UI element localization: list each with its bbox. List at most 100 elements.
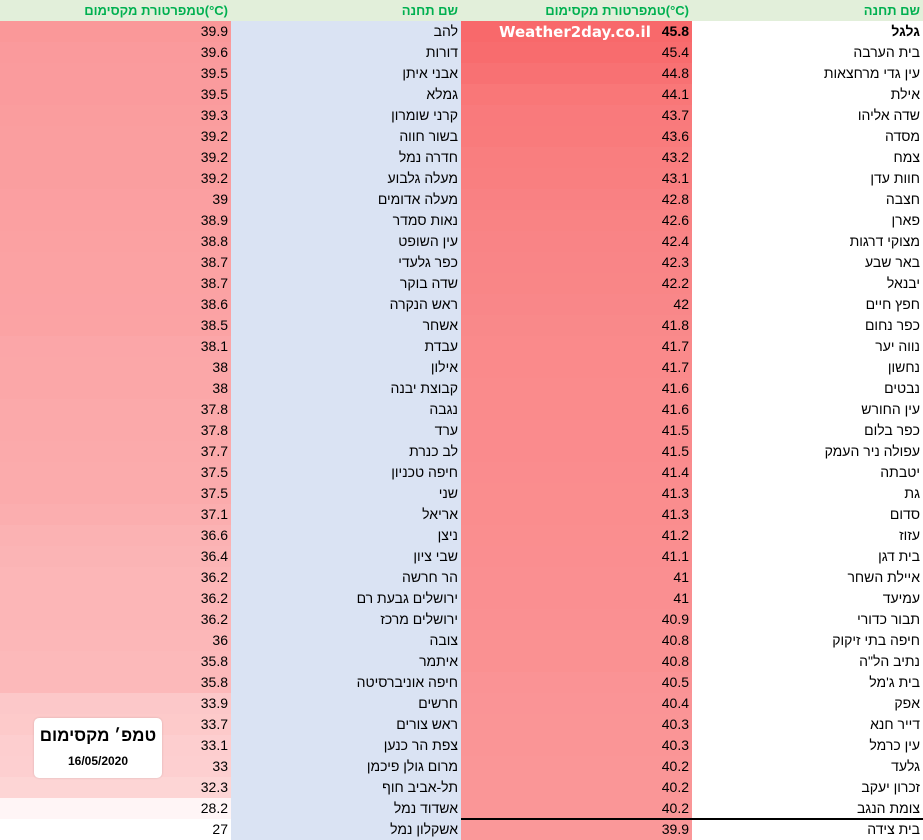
right-temp-cell[interactable]: 43.2	[461, 147, 692, 168]
left-temp-cell[interactable]: 36.2	[0, 567, 231, 588]
right-station-cell[interactable]: חצבה	[692, 189, 923, 210]
right-temp-cell[interactable]: 42.3	[461, 252, 692, 273]
right-temp-cell[interactable]: 41.7	[461, 336, 692, 357]
right-temp-cell[interactable]: 40.4	[461, 693, 692, 714]
left-temp-cell[interactable]: 37.1	[0, 504, 231, 525]
header-left-temp[interactable]: טמפרטורת מקסימום(°C)	[0, 0, 231, 21]
right-temp-cell[interactable]: 41	[461, 588, 692, 609]
left-temp-cell[interactable]: 28.2	[0, 798, 231, 819]
right-station-cell[interactable]: יבנאל	[692, 273, 923, 294]
left-temp-cell[interactable]: 36.2	[0, 588, 231, 609]
right-temp-cell[interactable]: 40.5	[461, 672, 692, 693]
left-temp-cell[interactable]: 39.6	[0, 42, 231, 63]
left-temp-cell[interactable]: 36	[0, 630, 231, 651]
left-station-cell[interactable]: מעלה גלבוע	[231, 168, 461, 189]
right-temp-cell[interactable]: 41.3	[461, 504, 692, 525]
right-temp-cell[interactable]: 44.1	[461, 84, 692, 105]
right-temp-cell[interactable]: 40.2	[461, 777, 692, 798]
right-temp-cell[interactable]: 42.2	[461, 273, 692, 294]
right-temp-cell[interactable]: 41.6	[461, 399, 692, 420]
header-right-station[interactable]: שם תחנה	[692, 0, 923, 21]
left-station-cell[interactable]: מעלה אדומים	[231, 189, 461, 210]
right-station-cell[interactable]: עין החורש	[692, 399, 923, 420]
right-temp-cell[interactable]: 40.2	[461, 756, 692, 777]
left-station-cell[interactable]: ערד	[231, 420, 461, 441]
left-temp-cell[interactable]: 38.9	[0, 210, 231, 231]
right-station-cell[interactable]: תבור כדורי	[692, 609, 923, 630]
left-station-cell[interactable]: חרשים	[231, 693, 461, 714]
right-temp-cell[interactable]: 41.2	[461, 525, 692, 546]
left-station-cell[interactable]: עבדת	[231, 336, 461, 357]
right-station-cell[interactable]: יטבתה	[692, 462, 923, 483]
right-station-cell[interactable]: דייר חנא	[692, 714, 923, 735]
right-temp-cell[interactable]: 40.8	[461, 630, 692, 651]
right-station-cell[interactable]: איילת השחר	[692, 567, 923, 588]
left-temp-cell[interactable]: 38.7	[0, 252, 231, 273]
right-station-cell[interactable]: זכרון יעקב	[692, 777, 923, 798]
left-station-cell[interactable]: בשור חווה	[231, 126, 461, 147]
left-temp-cell[interactable]: 38.1	[0, 336, 231, 357]
right-temp-cell[interactable]: 41.5	[461, 441, 692, 462]
right-station-cell[interactable]: נחשון	[692, 357, 923, 378]
left-station-cell[interactable]: אילון	[231, 357, 461, 378]
right-station-cell[interactable]: צומת הנגב	[692, 798, 923, 819]
right-station-cell[interactable]: נתיב הל"ה	[692, 651, 923, 672]
left-station-cell[interactable]: איתמר	[231, 651, 461, 672]
left-temp-cell[interactable]: 38.7	[0, 273, 231, 294]
left-station-cell[interactable]: ראש הנקרה	[231, 294, 461, 315]
right-station-cell[interactable]: אילת	[692, 84, 923, 105]
right-temp-cell[interactable]: 40.8	[461, 651, 692, 672]
right-temp-cell[interactable]: 41.5	[461, 420, 692, 441]
right-temp-cell[interactable]: 42	[461, 294, 692, 315]
left-temp-cell[interactable]: 39.2	[0, 126, 231, 147]
right-station-cell[interactable]: גת	[692, 483, 923, 504]
left-station-cell[interactable]: הר חרשה	[231, 567, 461, 588]
left-station-cell[interactable]: שדה בוקר	[231, 273, 461, 294]
left-temp-cell[interactable]: 32.3	[0, 777, 231, 798]
right-station-cell[interactable]: עין כרמל	[692, 735, 923, 756]
right-station-cell[interactable]: חוות עדן	[692, 168, 923, 189]
left-temp-cell[interactable]: 38	[0, 378, 231, 399]
left-station-cell[interactable]: נאות סמדר	[231, 210, 461, 231]
left-temp-cell[interactable]: 39.2	[0, 168, 231, 189]
right-temp-cell[interactable]: 43.1	[461, 168, 692, 189]
right-temp-cell[interactable]: 41.1	[461, 546, 692, 567]
right-station-cell[interactable]: שדה אליהו	[692, 105, 923, 126]
left-station-cell[interactable]: שבי ציון	[231, 546, 461, 567]
left-temp-cell[interactable]: 37.5	[0, 483, 231, 504]
left-station-cell[interactable]: אריאל	[231, 504, 461, 525]
left-station-cell[interactable]: גמלא	[231, 84, 461, 105]
right-station-cell[interactable]: מצוקי דרגות	[692, 231, 923, 252]
left-temp-cell[interactable]: 39	[0, 189, 231, 210]
left-station-cell[interactable]: קבוצת יבנה	[231, 378, 461, 399]
left-station-cell[interactable]: דורות	[231, 42, 461, 63]
right-temp-cell[interactable]: 41.6	[461, 378, 692, 399]
right-station-cell[interactable]: גלעד	[692, 756, 923, 777]
left-station-cell[interactable]: צפת הר כנען	[231, 735, 461, 756]
left-station-cell[interactable]: חדרה נמל	[231, 147, 461, 168]
right-temp-cell[interactable]: 41	[461, 567, 692, 588]
right-station-cell[interactable]: אפק	[692, 693, 923, 714]
right-station-cell[interactable]: נווה יער	[692, 336, 923, 357]
right-station-cell[interactable]: כפר בלום	[692, 420, 923, 441]
right-station-cell[interactable]: בית הערבה	[692, 42, 923, 63]
left-station-cell[interactable]: אבני איתן	[231, 63, 461, 84]
right-temp-cell[interactable]: 40.9	[461, 609, 692, 630]
right-station-cell[interactable]: בית צידה	[692, 819, 923, 840]
right-station-cell[interactable]: באר שבע	[692, 252, 923, 273]
right-station-cell[interactable]: מסדה	[692, 126, 923, 147]
right-temp-cell[interactable]: 41.8	[461, 315, 692, 336]
right-temp-cell[interactable]: 41.7	[461, 357, 692, 378]
left-station-cell[interactable]: נגבה	[231, 399, 461, 420]
left-station-cell[interactable]: ראש צורים	[231, 714, 461, 735]
left-temp-cell[interactable]: 39.5	[0, 63, 231, 84]
left-temp-cell[interactable]: 36.2	[0, 609, 231, 630]
right-station-cell[interactable]: בית דגן	[692, 546, 923, 567]
right-station-cell[interactable]: סדום	[692, 504, 923, 525]
left-station-cell[interactable]: להב	[231, 21, 461, 42]
right-temp-cell[interactable]: 40.3	[461, 714, 692, 735]
left-station-cell[interactable]: אשקלון נמל	[231, 819, 461, 840]
right-station-cell[interactable]: עפולה ניר העמק	[692, 441, 923, 462]
left-station-cell[interactable]: צובה	[231, 630, 461, 651]
left-station-cell[interactable]: לב כנרת	[231, 441, 461, 462]
